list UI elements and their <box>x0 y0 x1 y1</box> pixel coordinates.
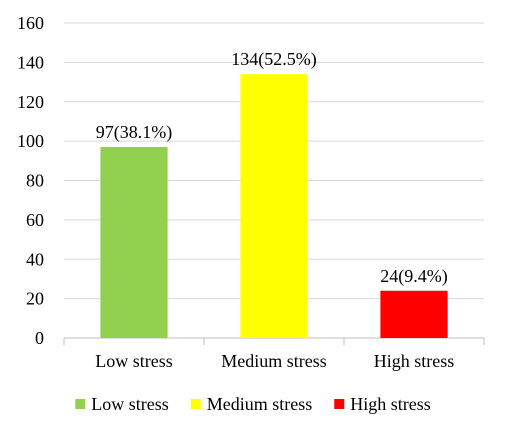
y-tick-label: 80 <box>26 171 44 191</box>
x-category-label: Low stress <box>95 351 173 371</box>
y-tick-label: 20 <box>26 289 44 309</box>
legend: Low stress Medium stress High stress <box>75 394 431 414</box>
data-label: 97(38.1%) <box>96 122 172 143</box>
legend-label: Medium stress <box>207 394 313 414</box>
x-category-label: Medium stress <box>221 351 327 371</box>
legend-item: Medium stress <box>190 394 313 414</box>
y-tick-label: 140 <box>17 52 44 72</box>
legend-swatch <box>75 399 86 409</box>
y-tick-label: 160 <box>17 13 44 33</box>
legend-item: Low stress <box>75 394 169 414</box>
x-category-label: High stress <box>374 351 455 371</box>
y-tick-label: 60 <box>26 210 44 230</box>
y-tick-label: 100 <box>17 131 44 151</box>
legend-swatch <box>334 399 345 409</box>
data-label: 134(52.5%) <box>231 49 316 70</box>
y-tick-label: 40 <box>26 249 44 269</box>
legend-label: Low stress <box>91 394 169 414</box>
legend-label: High stress <box>350 394 431 414</box>
y-tick-label: 120 <box>17 92 44 112</box>
bar-low-stress <box>100 147 168 338</box>
bar-high-stress <box>380 290 448 338</box>
bars <box>100 74 448 338</box>
data-labels: 97(38.1%) 134(52.5%) 24(9.4%) <box>96 49 448 287</box>
y-tick-label: 0 <box>35 328 44 348</box>
legend-item: High stress <box>334 394 431 414</box>
data-label: 24(9.4%) <box>380 266 447 287</box>
legend-swatch <box>190 399 201 409</box>
bar-medium-stress <box>240 74 308 338</box>
